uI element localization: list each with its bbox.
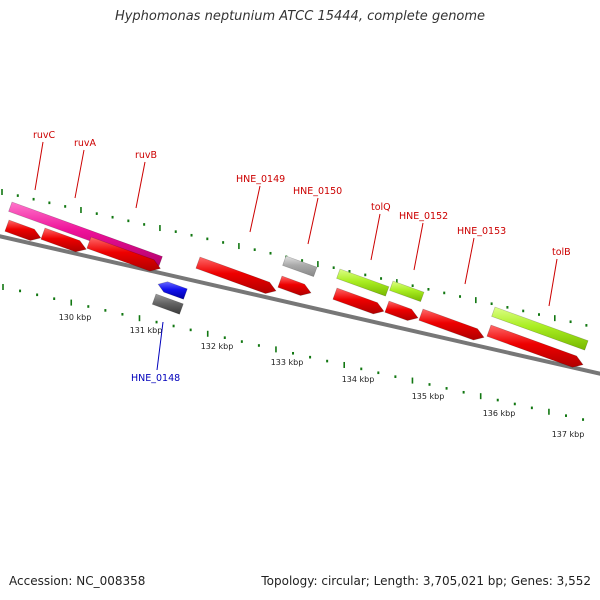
scale-tick-label: 136 kbp — [483, 409, 516, 418]
accession-text: Accession: NC_008358 — [9, 574, 146, 588]
scale-tick-label: 137 kbp — [552, 430, 585, 439]
gene-feature-hne-0150 — [282, 255, 318, 277]
gene-label-leader-line — [548, 258, 558, 307]
scale-tick-label: 134 kbp — [342, 375, 375, 384]
cds-arrow-hne-0150 — [277, 275, 312, 296]
genome-backbone — [0, 234, 600, 376]
gene-label-leader-line — [135, 161, 146, 209]
gene-label-leader-line — [249, 185, 261, 233]
gene-feature-tolb — [491, 306, 589, 351]
gene-feature-tolq — [336, 268, 390, 297]
cds-arrow-hne-0153 — [418, 308, 485, 341]
gene-label-leader-line — [370, 213, 381, 261]
gene-label-leader-line — [156, 321, 164, 371]
cds-arrow-hne-0152 — [384, 300, 419, 321]
gene-label: ruvA — [74, 138, 97, 149]
gene-label: HNE_0148 — [131, 373, 180, 384]
gene-feature-hne-0148 — [151, 293, 184, 315]
cds-arrow-ruvc — [4, 219, 42, 241]
gene-label: HNE_0152 — [399, 211, 448, 222]
gene-feature-hne-0152 — [389, 280, 425, 302]
scale-tick-label: 133 kbp — [271, 358, 304, 367]
gene-label: ruvC — [33, 130, 56, 141]
gene-label-leader-line — [74, 149, 85, 199]
gene-label: tolQ — [371, 202, 391, 213]
gene-label-leader-line — [413, 222, 424, 271]
cds-arrow-hne-0149 — [195, 256, 277, 294]
gene-label-leader-line — [34, 141, 44, 191]
gene-label: HNE_0149 — [236, 174, 285, 185]
scale-tick-label: 131 kbp — [130, 326, 163, 335]
cds-arrow-ruvb — [86, 236, 161, 272]
rna-arrow-hne-0148 — [157, 281, 188, 300]
gene-label-leader-line — [464, 237, 475, 285]
cds-arrow-tolq — [332, 287, 385, 315]
gene-label: HNE_0153 — [457, 226, 506, 237]
cds-arrow-tolb — [486, 324, 584, 368]
gene-label: HNE_0150 — [293, 186, 342, 197]
scale-tick-label: 130 kbp — [59, 313, 92, 322]
cds-arrow-ruva — [40, 227, 87, 253]
gene-label: ruvB — [135, 150, 157, 161]
genome-summary-text: Topology: circular; Length: 3,705,021 bp… — [261, 574, 591, 588]
gene-label: tolB — [552, 247, 571, 258]
scale-tick-label: 132 kbp — [201, 342, 234, 351]
gene-label-leader-line — [307, 197, 319, 245]
scale-tick-label: 135 kbp — [412, 392, 445, 401]
map-title: Hyphomonas neptunium ATCC 15444, complet… — [114, 9, 486, 24]
